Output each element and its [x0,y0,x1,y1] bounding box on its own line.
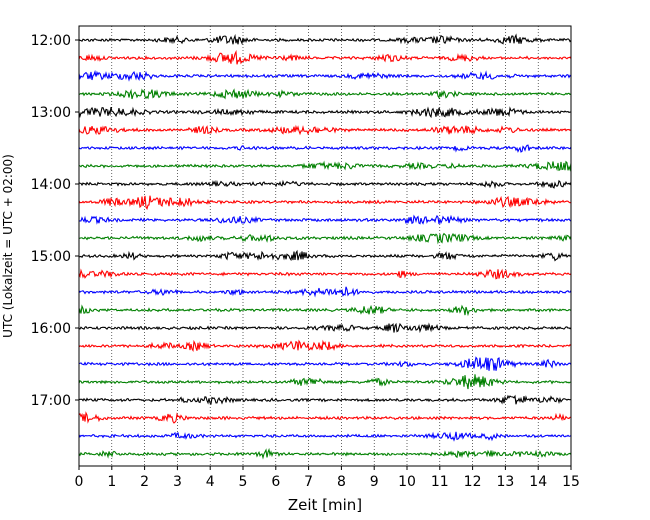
trace-line [78,179,572,189]
trace-line [78,69,572,82]
trace-line [78,124,572,136]
x-tick-label: 12 [464,474,482,490]
trace-line [78,394,572,405]
plot-frame [78,25,572,467]
trace-line [78,195,572,210]
x-tick-label: 2 [140,474,149,490]
trace-line [78,268,572,280]
x-tick-label: 9 [370,474,379,490]
trace-line [78,356,572,371]
trace-line [78,322,572,334]
y-tick-label: 13:00 [31,105,71,121]
y-tick-label: 14:00 [31,177,71,193]
y-axis-label: UTC (Lokalzeit = UTC + 02:00) [1,154,15,338]
trace-line [78,214,572,225]
x-tick-label: 6 [271,474,280,490]
y-tick-label: 16:00 [31,321,71,337]
x-tick-label: 7 [304,474,313,490]
trace-line [78,339,572,352]
x-tick-label: 4 [206,474,215,490]
x-tick-label: 5 [239,474,248,490]
trace-line [78,49,572,65]
y-axis-ticks: 12:00 13:00 14:00 15:00 16:00 17:00 [31,33,79,409]
trace-line [78,411,572,424]
x-tick-label: 11 [431,474,449,490]
y-tick-label: 15:00 [31,249,71,265]
x-axis-label: Zeit [min] [288,496,362,514]
x-axis-ticks: 0 1 2 3 4 5 6 7 8 9 10 11 12 13 14 15 [75,466,580,490]
trace-line [78,286,572,298]
trace-line [78,160,572,172]
trace-lines [78,33,572,460]
trace-line [78,33,572,46]
trace-line [78,232,572,245]
trace-line [78,144,572,153]
x-tick-label: 0 [75,474,84,490]
x-tick-label: 1 [107,474,116,490]
trace-line [78,249,572,262]
x-tick-label: 8 [337,474,346,490]
trace-line [78,106,572,119]
trace-line [78,304,572,317]
y-tick-label: 17:00 [31,393,71,409]
trace-line [78,447,572,460]
trace-line [78,431,572,442]
x-tick-label: 10 [398,474,416,490]
grid-lines [111,26,539,466]
x-tick-label: 3 [173,474,182,490]
y-tick-label: 12:00 [31,33,71,49]
x-tick-label: 14 [529,474,547,490]
trace-line [78,374,572,390]
trace-line [78,88,572,100]
x-tick-label: 15 [562,474,580,490]
x-tick-label: 13 [496,474,514,490]
